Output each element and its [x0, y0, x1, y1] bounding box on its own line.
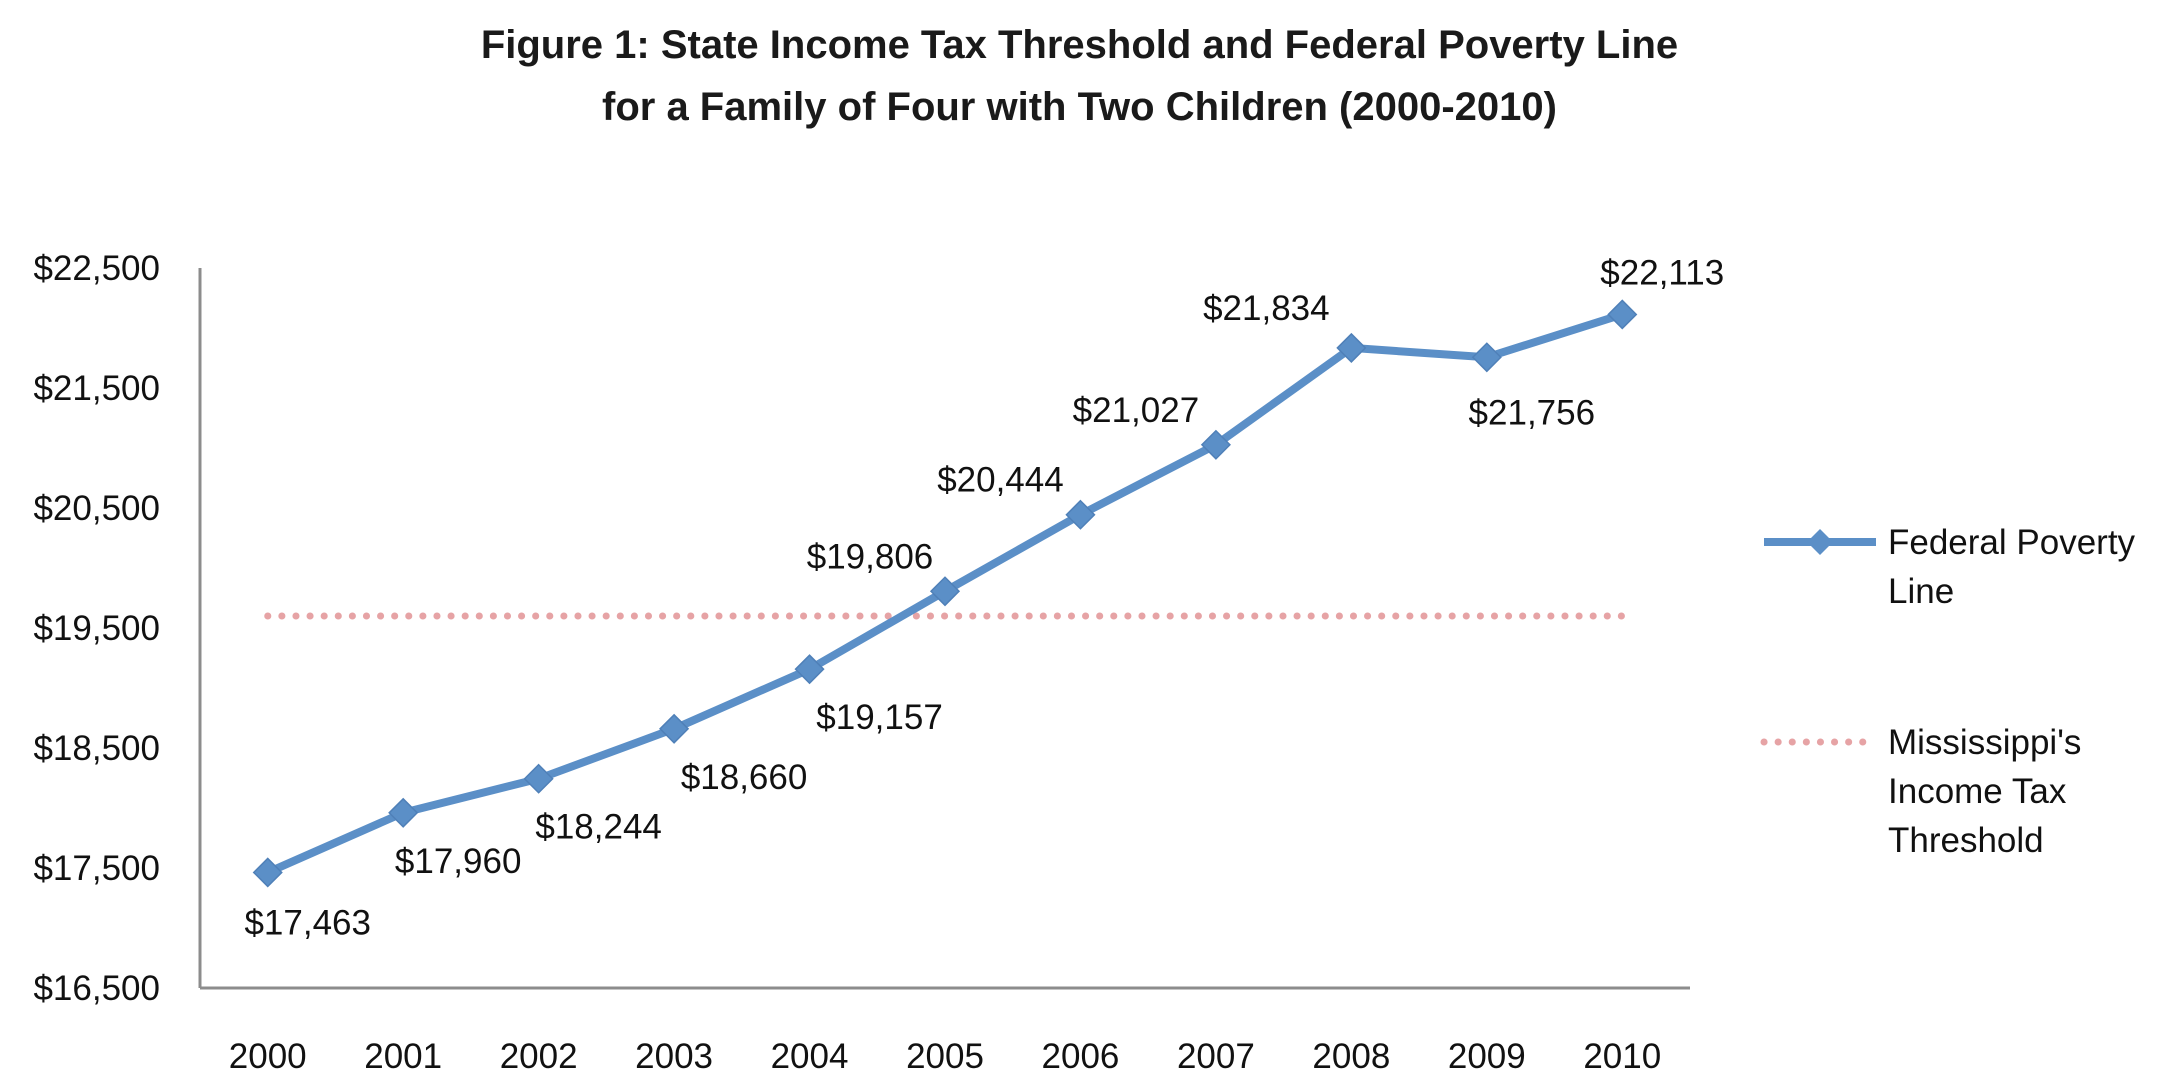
data-label: $19,806	[807, 537, 934, 576]
data-label: $21,756	[1469, 393, 1596, 432]
y-tick-label: $19,500	[33, 609, 160, 648]
legend-label-poverty: Federal Poverty	[1888, 523, 2136, 562]
data-point-marker	[929, 576, 961, 607]
y-tick-label: $17,500	[33, 849, 160, 888]
chart-title: Figure 1: State Income Tax Threshold and…	[0, 14, 2159, 138]
x-tick-label: 2009	[1448, 1037, 1526, 1076]
x-tick-label: 2006	[1042, 1037, 1120, 1076]
legend-label-threshold: Mississippi's	[1888, 723, 2081, 762]
data-point-marker	[1607, 299, 1638, 330]
data-label: $21,027	[1073, 391, 1200, 430]
data-point-marker	[794, 654, 825, 685]
data-point-marker	[1200, 429, 1231, 460]
chart-title-line-1: Figure 1: State Income Tax Threshold and…	[480, 23, 1679, 67]
chart-title-line-2: for a Family of Four with Two Children (…	[602, 85, 1557, 129]
legend-poverty-marker-swatch	[1807, 529, 1833, 555]
data-label: $17,463	[244, 903, 371, 942]
x-tick-label: 2000	[229, 1037, 307, 1076]
data-point-marker	[523, 763, 554, 794]
x-tick-label: 2002	[500, 1037, 578, 1076]
x-tick-label: 2010	[1583, 1037, 1661, 1076]
data-label: $18,660	[681, 758, 808, 797]
y-tick-label: $18,500	[33, 729, 160, 768]
data-label: $17,960	[395, 842, 522, 881]
y-tick-label: $22,500	[33, 249, 160, 288]
data-point-marker	[1065, 499, 1096, 530]
y-tick-label: $21,500	[33, 369, 160, 408]
data-point-marker	[388, 797, 419, 828]
x-tick-label: 2005	[906, 1037, 984, 1076]
data-point-marker	[1471, 342, 1502, 373]
data-label: $22,113	[1600, 253, 1724, 292]
y-tick-label: $20,500	[33, 489, 160, 528]
data-label: $21,834	[1203, 289, 1330, 328]
data-label: $20,444	[937, 461, 1064, 500]
data-label: $19,157	[816, 698, 943, 737]
x-tick-label: 2003	[635, 1037, 713, 1076]
legend-label-poverty: Line	[1888, 572, 1954, 611]
data-point-marker	[659, 713, 690, 744]
data-point-marker	[252, 857, 283, 888]
legend-label-threshold: Income Tax	[1888, 772, 2067, 811]
y-tick-label: $16,500	[33, 969, 160, 1008]
data-point-marker	[1336, 332, 1367, 363]
legend-label-threshold: Threshold	[1888, 821, 2044, 860]
x-tick-label: 2001	[364, 1037, 442, 1076]
x-tick-label: 2007	[1177, 1037, 1255, 1076]
data-label: $18,244	[535, 808, 662, 847]
x-tick-label: 2008	[1312, 1037, 1390, 1076]
x-tick-label: 2004	[771, 1037, 849, 1076]
